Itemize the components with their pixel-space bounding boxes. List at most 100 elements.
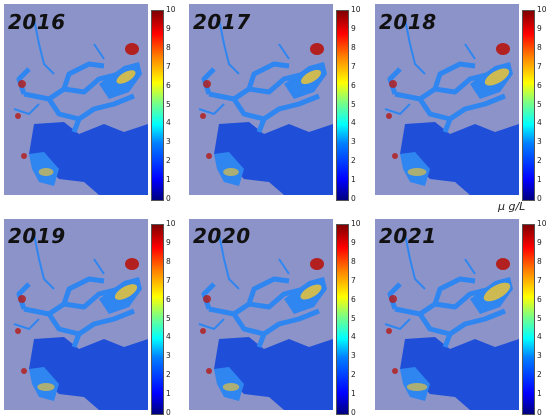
- algal-bloom-patch: [484, 68, 510, 86]
- colorbar-tick-label: 0: [537, 408, 542, 417]
- map-panel-2016: 2016 10 9 8 7 6 5 4 3 2 1 0: [4, 4, 184, 203]
- tributary-channels: [13, 233, 105, 331]
- high-concentration-spot: [386, 328, 392, 334]
- colorbar: [336, 224, 349, 415]
- high-concentration-spot: [392, 368, 398, 374]
- chlorophyll-map-2019: [4, 219, 148, 410]
- river-channels: [201, 276, 320, 348]
- algal-bloom-patch: [300, 284, 322, 300]
- colorbar-tick-label: 7: [166, 61, 171, 71]
- colorbar-tick-label: 6: [351, 80, 356, 90]
- high-concentration-spot: [389, 295, 397, 303]
- algal-bloom-patch-sw: [406, 383, 428, 391]
- lake-water-body: [29, 337, 148, 410]
- colorbar-tick-label: 0: [351, 408, 356, 417]
- high-concentration-spot: [392, 153, 398, 159]
- colorbar-tick-label: 4: [537, 332, 542, 342]
- river-channels: [16, 61, 135, 133]
- colorbar-tick-label: 10: [166, 5, 176, 14]
- lake-water-body: [214, 337, 333, 410]
- colorbar-tick-label: 0: [537, 194, 542, 203]
- map-panel-2020: 2020 10 9 8 7 6 5 4 3 2 1 0: [189, 218, 369, 417]
- high-concentration-spot: [496, 258, 510, 270]
- colorbar-tick-label: 1: [166, 389, 171, 399]
- colorbar-tick-label: 1: [351, 175, 356, 185]
- colorbar-tick-label: 4: [166, 118, 171, 128]
- high-concentration-spot: [389, 80, 397, 88]
- colorbar-tick-label: 1: [537, 175, 542, 185]
- colorbar-tick-label: 6: [166, 294, 171, 304]
- algal-bloom-patch: [116, 70, 136, 84]
- colorbar-tick-label: 2: [537, 156, 542, 166]
- colorbar-tick-label: 8: [351, 42, 356, 52]
- lake-water-body: [400, 122, 519, 195]
- colorbar-tick-label: 5: [537, 99, 542, 109]
- colorbar-tick-label: 10: [351, 219, 361, 228]
- chlorophyll-map-2018: [375, 4, 519, 195]
- colorbar: [522, 10, 535, 201]
- panel-year-label: 2019: [8, 224, 66, 248]
- colorbar-tick-label: 4: [351, 118, 356, 128]
- algal-bloom-patch-sw: [38, 168, 54, 176]
- map-panel-2019: 2019 10 9 8 7 6 5 4 3 2 1 0: [4, 218, 184, 417]
- colorbar-tick-label: 7: [166, 275, 171, 285]
- high-concentration-spot: [15, 328, 21, 334]
- colorbar-tick-label: 3: [351, 351, 356, 361]
- chlorophyll-map-2016: [4, 4, 148, 195]
- colorbar-tick-label: 5: [537, 313, 542, 323]
- river-channels: [387, 276, 506, 348]
- colorbar-tick-label: 2: [537, 370, 542, 380]
- colorbar-tick-label: 9: [351, 237, 356, 247]
- tributary-channels: [384, 233, 476, 331]
- colorbar-tick-label: 3: [166, 351, 171, 361]
- colorbar-tick-label: 7: [351, 61, 356, 71]
- colorbar-tick-label: 4: [537, 118, 542, 128]
- panel-year-label: 2021: [379, 224, 437, 248]
- colorbar-tick-label: 2: [166, 156, 171, 166]
- colorbar: [522, 224, 535, 415]
- colorbar-tick-label: 8: [351, 256, 356, 266]
- colorbar-tick-label: 9: [537, 237, 542, 247]
- high-concentration-spot: [18, 80, 26, 88]
- high-concentration-spot: [21, 153, 27, 159]
- tributary-channels: [384, 18, 476, 116]
- colorbar-tick-label: 1: [537, 389, 542, 399]
- tributary-channels: [198, 233, 290, 331]
- algal-bloom-patch: [114, 284, 138, 300]
- panel-year-label: 2017: [193, 10, 251, 34]
- colorbar-tick-label: 5: [351, 99, 356, 109]
- colorbar-tick-label: 3: [351, 137, 356, 147]
- lake-water-body: [214, 122, 333, 195]
- colorbar-tick-label: 7: [537, 61, 542, 71]
- river-channels: [16, 276, 135, 348]
- colorbar: [151, 10, 164, 201]
- colorbar-tick-label: 0: [351, 194, 356, 203]
- colorbar-tick-label: 9: [166, 237, 171, 247]
- map-panel-2021: 2021 10 9 8 7 6 5 4 3 2 1 0: [375, 218, 550, 417]
- colorbar-unit-label: μ g/L: [498, 200, 526, 213]
- river-channels: [201, 61, 320, 133]
- colorbar-tick-label: 3: [166, 137, 171, 147]
- colorbar-tick-label: 1: [166, 175, 171, 185]
- colorbar-tick-label: 7: [351, 275, 356, 285]
- algal-bloom-patch-sw: [223, 168, 239, 176]
- colorbar-tick-label: 10: [537, 5, 547, 14]
- algal-bloom-patch: [300, 69, 322, 85]
- lake-water-body: [400, 337, 519, 410]
- colorbar-tick-label: 8: [537, 42, 542, 52]
- colorbar-tick-label: 10: [537, 219, 547, 228]
- colorbar-tick-label: 4: [351, 332, 356, 342]
- colorbar-tick-label: 2: [351, 370, 356, 380]
- tributary-channels: [198, 18, 290, 116]
- colorbar-tick-label: 7: [537, 275, 542, 285]
- colorbar-tick-label: 1: [351, 389, 356, 399]
- colorbar-tick-label: 2: [351, 156, 356, 166]
- high-concentration-spot: [203, 295, 211, 303]
- colorbar-tick-label: 6: [166, 80, 171, 90]
- high-concentration-spot: [496, 43, 510, 55]
- colorbar-tick-label: 10: [351, 5, 361, 14]
- high-concentration-spot: [15, 113, 21, 119]
- algal-bloom-patch: [483, 282, 511, 302]
- colorbar-tick-label: 5: [351, 313, 356, 323]
- chlorophyll-map-2021: [375, 219, 519, 410]
